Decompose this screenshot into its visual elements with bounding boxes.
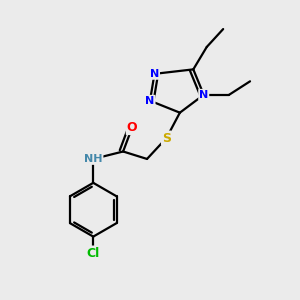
Text: O: O — [127, 121, 137, 134]
Text: N: N — [150, 69, 159, 79]
Text: Cl: Cl — [87, 247, 100, 260]
Text: NH: NH — [84, 154, 103, 164]
Text: S: S — [162, 132, 171, 145]
Text: N: N — [146, 96, 154, 106]
Text: N: N — [199, 90, 208, 100]
